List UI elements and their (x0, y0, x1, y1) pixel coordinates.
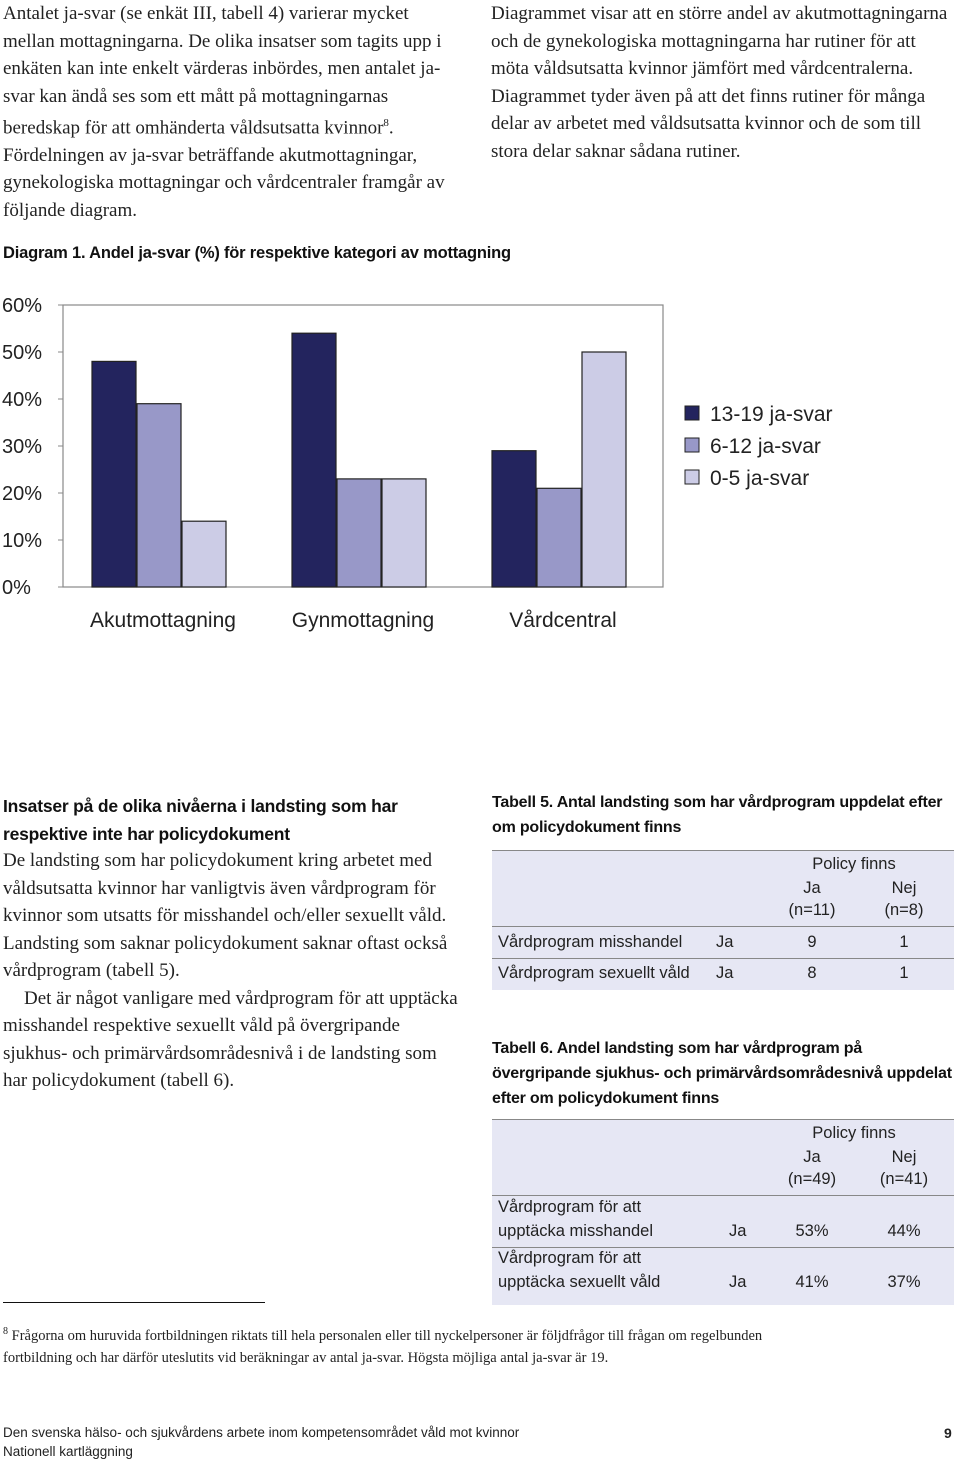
table6-row2-label2: upptäcka sexuellt våld (498, 1273, 661, 1291)
table6-title: Tabell 6. Andel landsting som har vårdpr… (492, 1036, 952, 1111)
table6-col-nej-n: (n=41) (879, 1170, 929, 1188)
section-heading: Insatser på de olika nivåerna i landstin… (3, 796, 398, 844)
table6: Policy finns Ja (n=49) Nej (n=41) Vårdpr… (492, 1119, 954, 1305)
legend-swatch (684, 469, 700, 485)
table6-row1-label1: Vårdprogram för att (498, 1198, 642, 1216)
y-tick-label: 0% (2, 577, 31, 599)
bar-2-1 (291, 332, 337, 588)
table5-row2-label: Vårdprogram sexuellt våld (498, 964, 690, 982)
table6-label: Tabell 6. (492, 1040, 554, 1057)
table6-row1-nej: 44% (887, 1222, 921, 1240)
table5-row2-answer: Ja (716, 964, 734, 982)
legend-swatch (684, 405, 700, 421)
table5-row1-label: Vårdprogram misshandel (498, 933, 683, 951)
y-tick-label: 60% (2, 295, 42, 317)
x-tick-label: Gynmottagning (292, 609, 434, 632)
bar-2-2 (336, 478, 382, 588)
legend-label: 6-12 ja-svar (710, 435, 821, 458)
table5-col-nej: Nej (891, 879, 917, 897)
y-tick-label: 20% (2, 483, 42, 505)
x-tick-label: Vårdcentral (509, 609, 616, 632)
table5-row1-answer: Ja (716, 933, 734, 951)
footnote: 8 Frågorna om huruvida fortbildningen ri… (3, 1321, 803, 1369)
footer-title: Den svenska hälso- och sjukvårdens arbet… (3, 1425, 520, 1440)
y-tick-label: 10% (2, 530, 42, 552)
legend-label: 13-19 ja-svar (710, 403, 833, 426)
y-tick-label: 40% (2, 389, 42, 411)
section-body: De landsting som har policydokument krin… (3, 847, 465, 1095)
table5-row2-nej: 1 (899, 964, 909, 982)
footnote-number: 8 (3, 1326, 8, 1337)
bar-3-2 (536, 487, 582, 588)
table5-label: Tabell 5. (492, 794, 554, 811)
table6-row1-label2: upptäcka misshandel (498, 1222, 654, 1240)
table5-row-rule (492, 958, 954, 959)
table6-row2-answer: Ja (729, 1273, 747, 1291)
table6-row2-ja: 41% (795, 1273, 829, 1291)
table5-title-text: Antal landsting som har vårdprogram uppd… (492, 794, 943, 836)
table5-col-ja-n: (n=11) (788, 901, 836, 919)
y-tick-label: 50% (2, 342, 42, 364)
intro-left-column: Antalet ja-svar (se enkät III, tabell 4)… (3, 0, 463, 224)
table6-row1-ja: 53% (795, 1222, 829, 1240)
footnote-marker: 8 (383, 117, 389, 129)
footnote-text: Frågorna om huruvida fortbildningen rikt… (3, 1327, 763, 1366)
table5-col-ja: Ja (803, 879, 821, 897)
section-paragraph-2: Det är något vanligare med vårdprogram f… (3, 987, 458, 1092)
legend-swatch (684, 437, 700, 453)
table6-title-text: Andel landsting som har vårdprogram på ö… (492, 1040, 952, 1107)
x-tick-label: Akutmottagning (90, 609, 236, 632)
table5-row1-ja: 9 (807, 933, 817, 951)
intro-right-paragraph: Diagrammet visar att en större andel av … (491, 3, 948, 162)
table6-header-rule (492, 1195, 954, 1196)
table5-top-rule (492, 850, 954, 851)
page-number: 9 (944, 1425, 952, 1441)
bar-2-3 (381, 478, 427, 588)
bar-chart: 0% 10% 20% 30% 40% 50% 60% Akutmottagning Gynmo… (2, 295, 833, 632)
legend: 13-19 ja-svar 6-12 ja-svar 0-5 ja-svar (684, 403, 833, 490)
table6-col-nej: Nej (891, 1148, 917, 1166)
diagram-title-text: Andel ja-svar (%) för respektive kategor… (89, 244, 511, 262)
legend-label: 0-5 ja-svar (710, 467, 809, 490)
section-paragraph-1: De landsting som har policydokument krin… (3, 850, 448, 981)
intro-right-column: Diagrammet visar att en större andel av … (491, 0, 951, 165)
x-axis: Akutmottagning Gynmottagning Vårdcentral (90, 609, 617, 632)
y-axis: 0% 10% 20% 30% 40% 50% 60% (2, 295, 63, 599)
diagram-title: Diagram 1. Andel ja-svar (%) för respekt… (3, 244, 703, 263)
table5-row2-ja: 8 (807, 964, 817, 982)
table5-row1-nej: 1 (899, 933, 909, 951)
table6-row2-nej: 37% (887, 1273, 921, 1291)
intro-left-paragraph: Antalet ja-svar (se enkät III, tabell 4)… (3, 3, 445, 221)
bar-3-1 (491, 450, 537, 588)
bar-1-2 (136, 403, 182, 588)
y-tick-label: 30% (2, 436, 42, 458)
table6-row1-answer: Ja (729, 1222, 747, 1240)
table5-header-rule (492, 926, 954, 927)
table6-row-rule (492, 1247, 954, 1248)
table6-col-ja-n: (n=49) (787, 1170, 837, 1188)
footnote-rule (3, 1302, 265, 1303)
diagram-label: Diagram 1. (3, 244, 86, 262)
table5-title: Tabell 5. Antal landsting som har vårdpr… (492, 790, 952, 840)
table6-row2-label1: Vårdprogram för att (498, 1249, 642, 1267)
bar-1-1 (91, 360, 137, 588)
table6-top-rule (492, 1119, 954, 1120)
bar-3-3 (581, 351, 627, 588)
bars (91, 332, 627, 588)
table6-group-header: Policy finns (812, 1124, 896, 1142)
table5: Policy finns Ja (n=11) Nej (n=8) Vårdpro… (492, 850, 954, 990)
bar-1-3 (181, 520, 227, 588)
table5-col-nej-n: (n=8) (884, 901, 924, 919)
table6-col-ja: Ja (803, 1148, 821, 1166)
footer-subtitle: Nationell kartläggning (3, 1444, 133, 1459)
table5-group-header: Policy finns (812, 855, 896, 873)
